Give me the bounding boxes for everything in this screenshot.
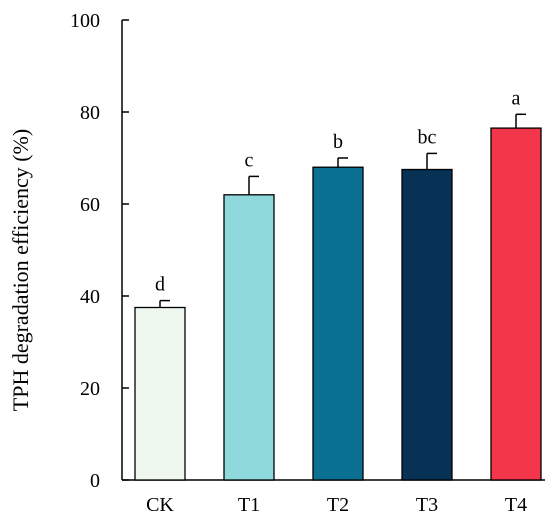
bar-t2 [312, 166, 364, 481]
bar-t3 [401, 168, 453, 481]
plot-area: 0 20 40 60 80 100 d CK c T1 b T2 bc T3 a T4 [70, 10, 545, 516]
significance-label-t1: c [245, 149, 254, 171]
significance-label-t4: a [512, 87, 521, 109]
bar-t1 [223, 194, 275, 481]
y-tick-label: 40 [80, 286, 100, 308]
significance-label-t2: b [333, 131, 343, 153]
x-tick-label-t4: T4 [505, 494, 527, 516]
bar-t4 [490, 127, 542, 481]
significance-label-t3: bc [418, 126, 437, 148]
y-tick-label: 60 [80, 194, 100, 216]
x-tick-label-ck: CK [146, 494, 174, 516]
y-tick-label: 20 [80, 378, 100, 400]
x-tick-label-t1: T1 [238, 494, 260, 516]
y-tick-label: 100 [70, 10, 100, 32]
x-tick-label-t3: T3 [416, 494, 438, 516]
bar-ck [134, 306, 186, 481]
x-tick-label-t2: T2 [327, 494, 349, 516]
y-tick-label: 0 [90, 470, 100, 492]
y-tick-label: 80 [80, 102, 100, 124]
y-axis-title: TPH degradation efficiency (%) [8, 129, 33, 411]
significance-label-ck: d [155, 274, 165, 296]
y-axis-title-group: TPH degradation efficiency (%) [8, 129, 33, 411]
